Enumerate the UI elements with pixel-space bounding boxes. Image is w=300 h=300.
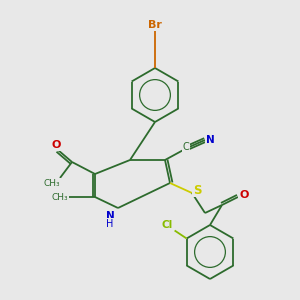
- Text: H: H: [106, 219, 114, 229]
- Text: Br: Br: [148, 20, 162, 30]
- Text: N: N: [206, 135, 214, 145]
- Text: Cl: Cl: [162, 220, 173, 230]
- Text: S: S: [193, 184, 201, 196]
- Text: N: N: [106, 211, 114, 221]
- Text: CH₃: CH₃: [44, 178, 60, 188]
- Text: CH₃: CH₃: [52, 193, 68, 202]
- Text: O: O: [239, 190, 249, 200]
- Text: O: O: [51, 140, 61, 150]
- Text: C: C: [183, 142, 189, 152]
